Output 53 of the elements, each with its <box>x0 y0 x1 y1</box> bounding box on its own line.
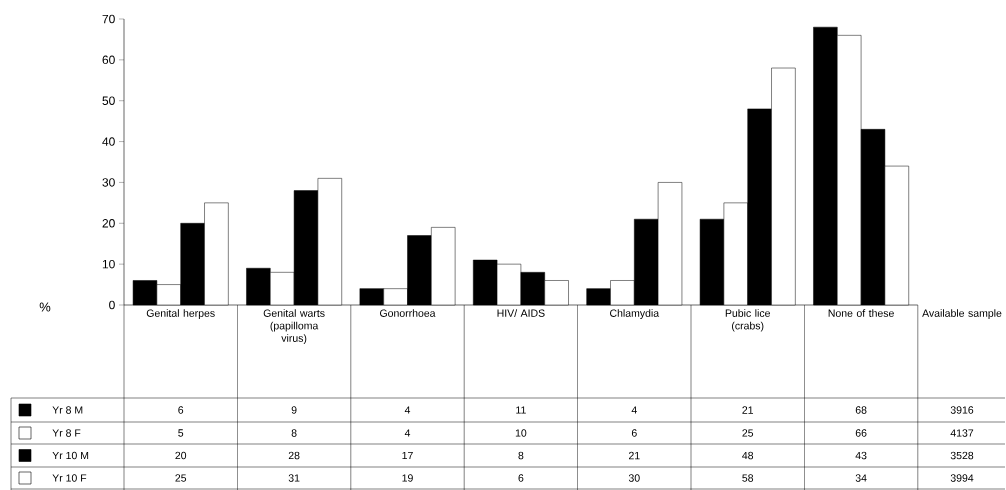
x-tick-label: HIV/ AIDS <box>497 309 545 317</box>
data-label: 6 <box>178 406 184 414</box>
legend-label: Yr 10 F <box>52 474 87 482</box>
data-label: 25 <box>742 429 754 437</box>
y-tick-label: 0 <box>109 300 115 310</box>
x-tick-label: None of these <box>828 309 894 317</box>
data-label: 21 <box>628 451 640 460</box>
legend-label: Yr 10 M <box>52 451 89 460</box>
legend-label: Yr 8 M <box>52 406 83 414</box>
text: Available sample <box>922 309 1002 319</box>
x-tick-label: Pubic lice (crabs) <box>725 309 770 332</box>
data-label: 4 <box>404 429 411 437</box>
text: 3528 <box>950 451 974 460</box>
y-tick-label: 70 <box>102 14 115 24</box>
data-label: 43 <box>855 451 867 460</box>
data-label: 30 <box>628 474 640 482</box>
y-axis-title: % <box>39 302 51 312</box>
data-label: 58 <box>742 474 754 482</box>
x-tick-label: Genital warts (papilloma virus) <box>263 309 325 344</box>
y-tick-label: 30 <box>102 178 115 187</box>
data-label: 11 <box>516 406 526 414</box>
data-label: 31 <box>288 474 300 482</box>
data-label: 66 <box>855 429 867 437</box>
y-tick-label: 50 <box>102 96 115 105</box>
data-label: 10 <box>515 429 527 437</box>
data-label: 20 <box>175 451 187 460</box>
y-tick-label: 60 <box>102 55 115 65</box>
text: 3916 <box>950 406 974 414</box>
data-label: 8 <box>291 429 297 437</box>
text: 4137 <box>950 429 974 437</box>
data-label: 6 <box>518 474 524 482</box>
y-tick-label: 20 <box>102 219 115 228</box>
data-label: 68 <box>855 406 867 414</box>
y-tick-label: 40 <box>102 137 115 146</box>
data-label: 19 <box>402 474 413 482</box>
data-label: 9 <box>291 406 297 414</box>
data-label: 6 <box>631 429 637 437</box>
data-label: 48 <box>742 451 754 460</box>
data-label: 25 <box>175 474 187 482</box>
data-label: 17 <box>402 451 413 460</box>
data-label: 28 <box>288 451 300 460</box>
y-tick-label: 10 <box>102 259 115 269</box>
data-label: 21 <box>742 406 754 414</box>
data-label: 34 <box>855 474 867 482</box>
data-label: 4 <box>404 406 411 414</box>
x-tick-label: Chlamydia <box>610 309 660 319</box>
legend-label: Yr 8 F <box>52 429 81 437</box>
x-tick-label: Gonorrhoea <box>380 309 436 317</box>
data-label: 8 <box>518 451 524 460</box>
data-label: 4 <box>631 406 637 414</box>
data-label: 5 <box>178 429 184 437</box>
x-tick-label: Genital herpes <box>146 309 215 319</box>
text: 3994 <box>950 474 974 482</box>
